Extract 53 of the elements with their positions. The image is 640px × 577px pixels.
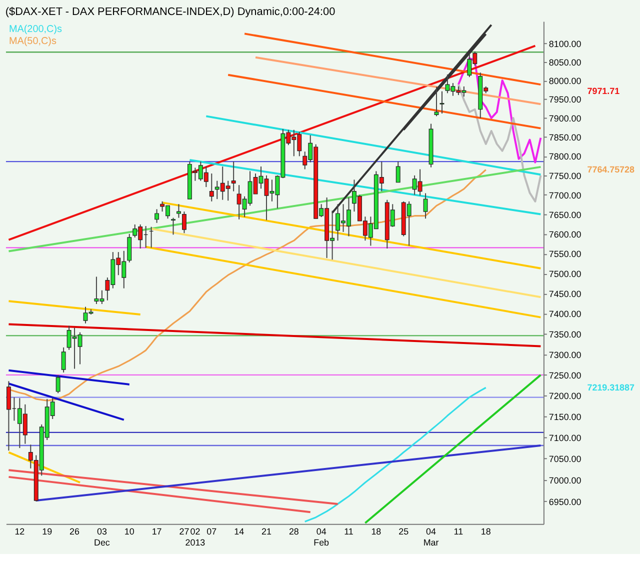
y-tick-label: 7350.00 (548, 329, 582, 340)
text: Feb (314, 538, 330, 548)
text: Dec (94, 538, 110, 548)
x-tick-label: 11 (454, 526, 464, 536)
x-tick-label: 04 (426, 526, 436, 536)
x-tick-label: 17 (152, 526, 162, 536)
y-tick-label: 7900.00 (548, 114, 582, 124)
x-tick-label: 18 (480, 526, 491, 536)
y-tick-label: 7850.00 (548, 132, 582, 143)
x-tick-label: 19 (42, 526, 52, 536)
y-tick-label: 8050.00 (548, 57, 582, 68)
text: Mar (423, 538, 439, 548)
x-tick-label: 03 (96, 526, 107, 536)
y-tick-label: 7150.00 (548, 412, 582, 422)
y-tick-label: 7550.00 (548, 249, 582, 260)
y-tick-label: 7400.00 (548, 309, 582, 320)
x-tick-label: 18 (371, 526, 382, 536)
y-tick-label: 7750.00 (548, 170, 582, 181)
y-tick-label: 7600.00 (548, 229, 582, 240)
x-tick-label: 02 (190, 526, 200, 536)
y-tick-label: 7250.00 (548, 370, 582, 380)
x-tick-label: 26 (70, 526, 80, 536)
text: 2013 (185, 538, 206, 548)
y-tick-label: 8100.00 (548, 38, 582, 49)
y-tick-label: 7000.00 (548, 475, 582, 486)
y-tick-label: 8000.00 (548, 76, 582, 86)
y-tick-label: 7500.00 (548, 269, 582, 280)
y-tick-label: 7800.00 (548, 152, 582, 162)
text: MA(50,C)s (8, 36, 56, 48)
x-tick-label: 07 (206, 526, 217, 536)
x-tick-label: 04 (316, 526, 326, 536)
x-tick-label: 14 (234, 526, 244, 536)
x-tick-label: 28 (288, 526, 299, 536)
y-tick-label: 6950.00 (548, 496, 582, 507)
text: 7764.75728 (587, 164, 634, 175)
x-tick-label: 10 (124, 526, 134, 536)
text: MA(200,C)s (8, 24, 62, 36)
y-tick-label: 7200.00 (548, 391, 582, 402)
y-tick-label: 7050.00 (548, 454, 582, 464)
x-tick-label: 11 (344, 526, 354, 536)
x-tick-label: 12 (14, 526, 25, 536)
y-tick-label: 7700.00 (548, 190, 582, 200)
y-tick-label: 7950.00 (548, 94, 582, 105)
y-tick-label: 7450.00 (548, 289, 582, 300)
y-tick-label: 7300.00 (548, 350, 582, 360)
text: 7219.31887 (587, 382, 634, 393)
x-tick-label: 27 (179, 526, 190, 536)
chart-title: ($DAX-XET - DAX PERFORMANCE-INDEX,D) Dynamic,0:00-24:00 (5, 6, 336, 18)
x-tick-label: 21 (262, 526, 272, 536)
x-tick-label: 25 (398, 526, 409, 536)
y-tick-label: 7100.00 (548, 432, 582, 443)
text: 7971.71 (587, 86, 620, 96)
y-tick-label: 7650.00 (548, 210, 582, 220)
